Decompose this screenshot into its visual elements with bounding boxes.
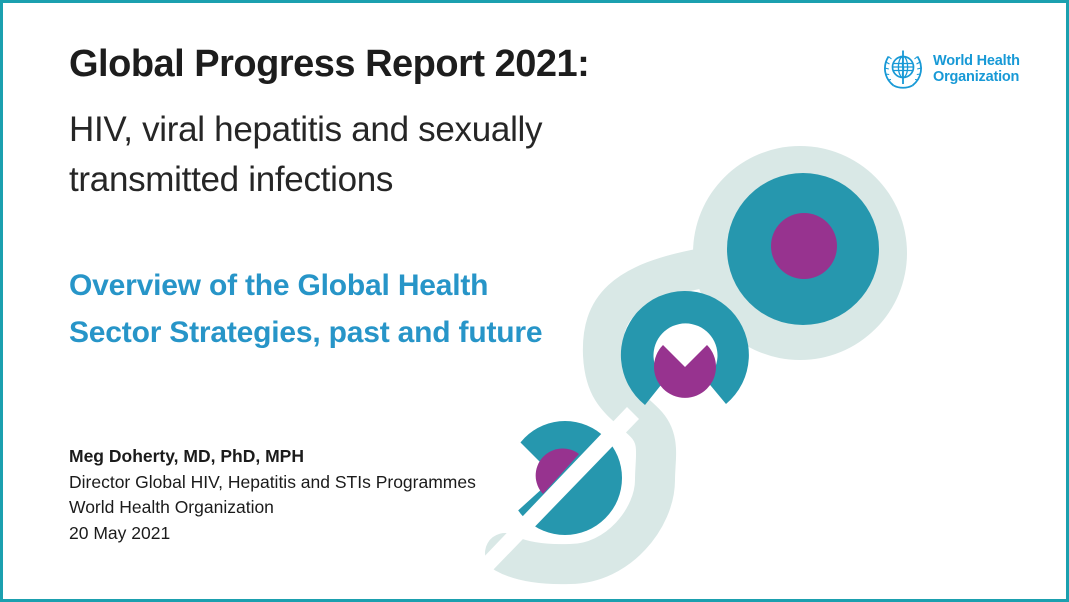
- author-block: Meg Doherty, MD, PhD, MPH Director Globa…: [69, 444, 476, 546]
- author-role: Director Global HIV, Hepatitis and STIs …: [69, 471, 476, 492]
- middle-teal-ring: [620, 290, 749, 405]
- subtitle-line-2: transmitted infections: [69, 160, 394, 199]
- author-organization: World Health Organization: [69, 497, 274, 517]
- middle-magenta-pacman: [654, 345, 716, 398]
- bottom-left-notch: [501, 423, 555, 526]
- bottom-teal-circle: [508, 421, 622, 535]
- who-logo-line-1: World Health: [933, 53, 1020, 69]
- section-heading: Overview of the Global Health Sector Str…: [69, 262, 543, 356]
- subtitle-line-1: HIV, viral hepatitis and sexually: [69, 110, 543, 149]
- top-pale-circle: [693, 146, 907, 360]
- who-logo-line-2: Organization: [933, 68, 1020, 85]
- heading-line-1: Overview of the Global Health: [69, 269, 489, 302]
- top-magenta-circle: [771, 213, 837, 279]
- who-emblem-icon: [884, 50, 922, 89]
- author-name: Meg Doherty, MD, PhD, MPH: [69, 446, 304, 466]
- heading-line-2: Sector Strategies, past and future: [69, 316, 543, 349]
- presentation-date: 20 May 2021: [69, 522, 171, 543]
- who-logo-text: World Health Organization: [933, 53, 1020, 85]
- diagonal-white-stripe: [480, 407, 639, 571]
- slide-subtitle: HIV, viral hepatitis and sexually transm…: [69, 105, 543, 205]
- bottom-magenta-half-disc: [535, 448, 579, 494]
- top-teal-circle: [727, 173, 879, 325]
- slide-title: Global Progress Report 2021:: [69, 43, 590, 85]
- who-logo: World Health Organization: [880, 47, 1020, 93]
